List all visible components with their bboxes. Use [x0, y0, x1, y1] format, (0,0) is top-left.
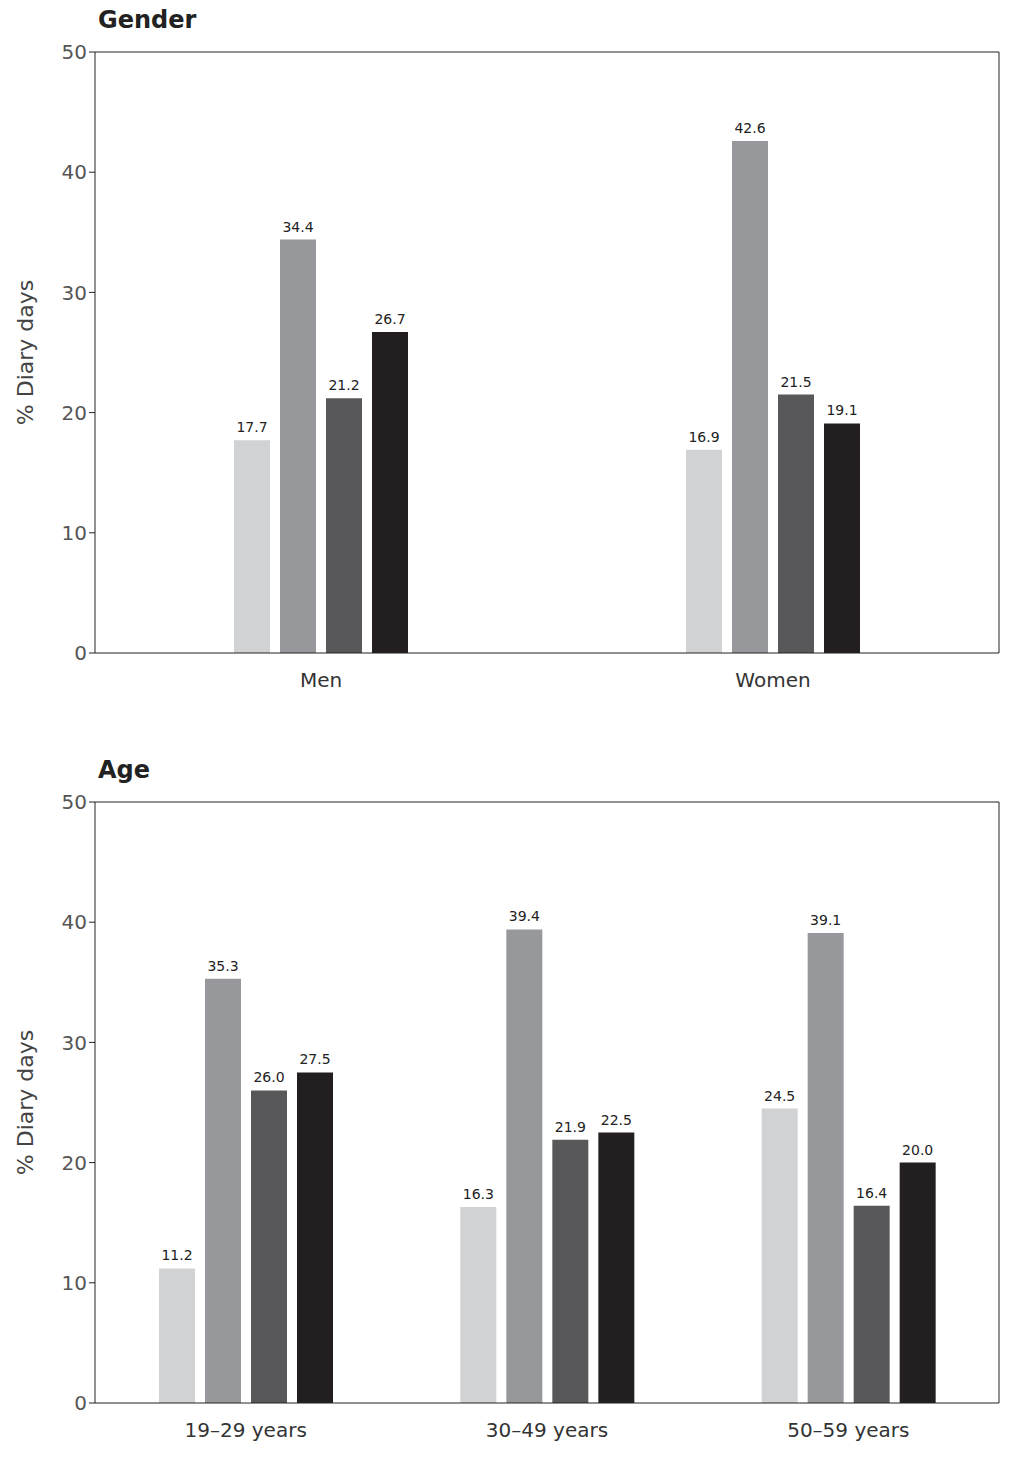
html-text:Gender: Gender: [98, 6, 197, 34]
svg-text:16.3: 16.3: [463, 1186, 494, 1202]
svg-text:42.6: 42.6: [734, 120, 765, 136]
svg-text:0: 0: [74, 1391, 87, 1415]
svg-text:34.4: 34.4: [282, 219, 313, 235]
svg-text:27.5: 27.5: [299, 1051, 330, 1067]
svg-text:50: 50: [62, 40, 87, 64]
svg-text:39.1: 39.1: [810, 912, 841, 928]
svg-text:20.0: 20.0: [902, 1142, 933, 1158]
svg-text:19–29 years: 19–29 years: [185, 1418, 307, 1442]
svg-text:16.9: 16.9: [688, 429, 719, 445]
svg-text:50: 50: [62, 790, 87, 814]
svg-text:10: 10: [62, 1271, 87, 1295]
svg-text:% Diary days: % Diary days: [13, 1030, 38, 1175]
svg-text:11.2: 11.2: [161, 1247, 192, 1263]
svg-text:30: 30: [62, 1031, 87, 1055]
svg-text:35.3: 35.3: [207, 958, 238, 974]
svg-text:0: 0: [74, 641, 87, 665]
svg-text:Men: Men: [300, 668, 342, 692]
svg-text:21.9: 21.9: [555, 1119, 586, 1135]
svg-text:22.5: 22.5: [601, 1112, 632, 1128]
svg-text:19.1: 19.1: [826, 402, 857, 418]
svg-text:20: 20: [62, 401, 87, 425]
svg-text:10: 10: [62, 521, 87, 545]
svg-text:21.5: 21.5: [780, 374, 811, 390]
svg-text:40: 40: [62, 160, 87, 184]
svg-text:40: 40: [62, 910, 87, 934]
svg-text:17.7: 17.7: [236, 419, 267, 435]
svg-text:% Diary days: % Diary days: [13, 280, 38, 425]
html-text:Age: Age: [98, 756, 150, 784]
svg-text:30–49 years: 30–49 years: [486, 1418, 608, 1442]
svg-text:20: 20: [62, 1151, 87, 1175]
svg-text:30: 30: [62, 281, 87, 305]
svg-text:39.4: 39.4: [509, 908, 540, 924]
svg-text:16.4: 16.4: [856, 1185, 887, 1201]
svg-text:24.5: 24.5: [764, 1088, 795, 1104]
svg-text:Women: Women: [735, 668, 810, 692]
svg-text:21.2: 21.2: [328, 377, 359, 393]
svg-text:26.7: 26.7: [374, 311, 405, 327]
svg-text:26.0: 26.0: [253, 1069, 284, 1085]
svg-text:50–59 years: 50–59 years: [787, 1418, 909, 1442]
